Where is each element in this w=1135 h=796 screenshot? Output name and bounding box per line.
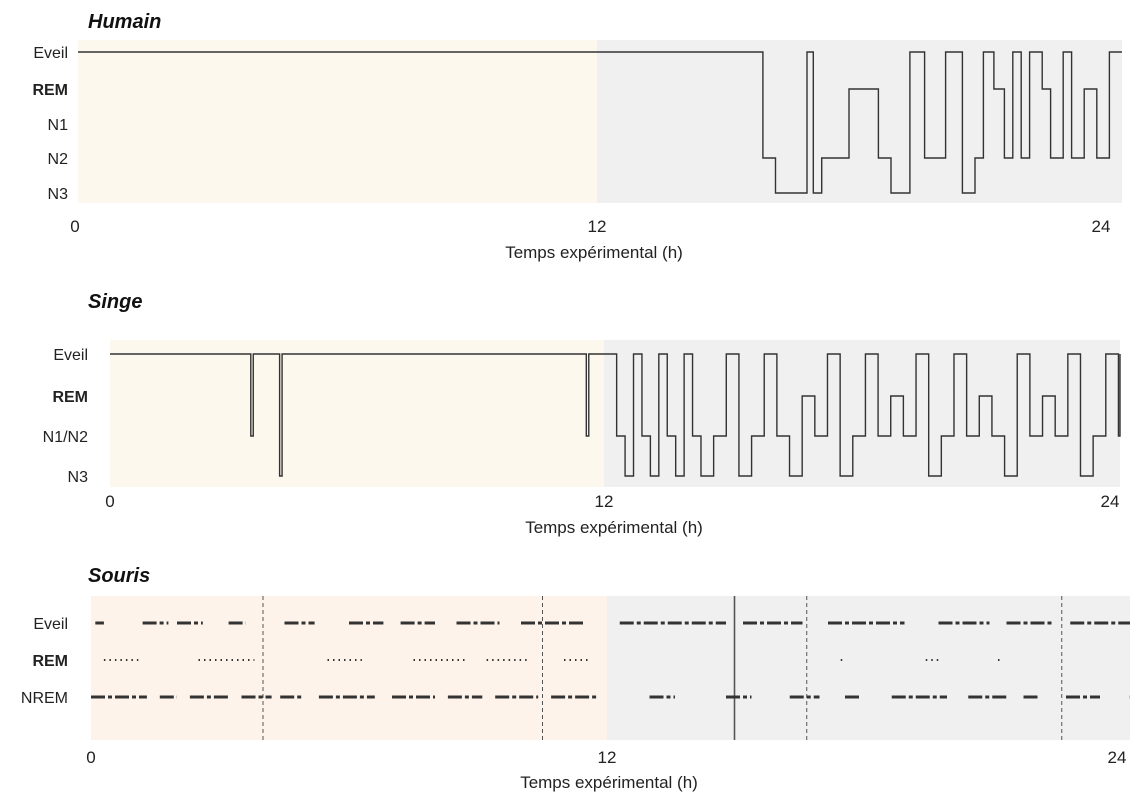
y-category-label-2-2: NREM	[21, 690, 68, 707]
shaded-period-0-0	[78, 40, 597, 203]
y-category-label-1-1: REM	[52, 389, 88, 406]
shaded-period-0-1	[597, 40, 1122, 203]
x-tick-label-0-2: 24	[1092, 217, 1111, 236]
hypnogram-trace-0-0	[78, 51, 1122, 194]
shaded-period-2-0	[91, 596, 607, 740]
panel-title-0: Humain	[88, 11, 161, 33]
shaded-period-1-0	[110, 340, 604, 487]
x-axis-label-1: Temps expérimental (h)	[525, 518, 703, 537]
y-category-label-0-0: Eveil	[33, 45, 68, 62]
x-tick-label-2-1: 12	[598, 748, 617, 767]
x-tick-label-0-0: 0	[70, 217, 79, 236]
y-category-label-2-0: Eveil	[33, 616, 68, 633]
y-category-label-0-4: N3	[48, 186, 69, 203]
shaded-period-2-1	[607, 596, 1130, 740]
x-axis-label-0: Temps expérimental (h)	[505, 243, 683, 262]
y-category-label-1-2: N1/N2	[43, 429, 88, 446]
y-category-label-2-1: REM	[32, 653, 68, 670]
y-category-label-0-1: REM	[32, 82, 68, 99]
x-tick-label-1-2: 24	[1101, 492, 1120, 511]
shaded-period-1-1	[604, 340, 1120, 487]
y-category-label-1-3: N3	[68, 469, 89, 486]
x-tick-label-2-2: 24	[1108, 748, 1127, 767]
x-axis-label-2: Temps expérimental (h)	[520, 773, 698, 792]
panel-title-1: Singe	[88, 291, 142, 313]
y-category-label-0-3: N2	[48, 151, 69, 168]
x-tick-label-1-0: 0	[105, 492, 114, 511]
x-tick-label-1-1: 12	[595, 492, 614, 511]
x-tick-label-0-1: 12	[588, 217, 607, 236]
panel-title-2: Souris	[88, 565, 150, 587]
x-tick-label-2-0: 0	[86, 748, 95, 767]
hypnogram-trace-1-0	[110, 353, 1121, 477]
y-category-label-1-0: Eveil	[53, 347, 88, 364]
y-category-label-0-2: N1	[48, 117, 69, 134]
